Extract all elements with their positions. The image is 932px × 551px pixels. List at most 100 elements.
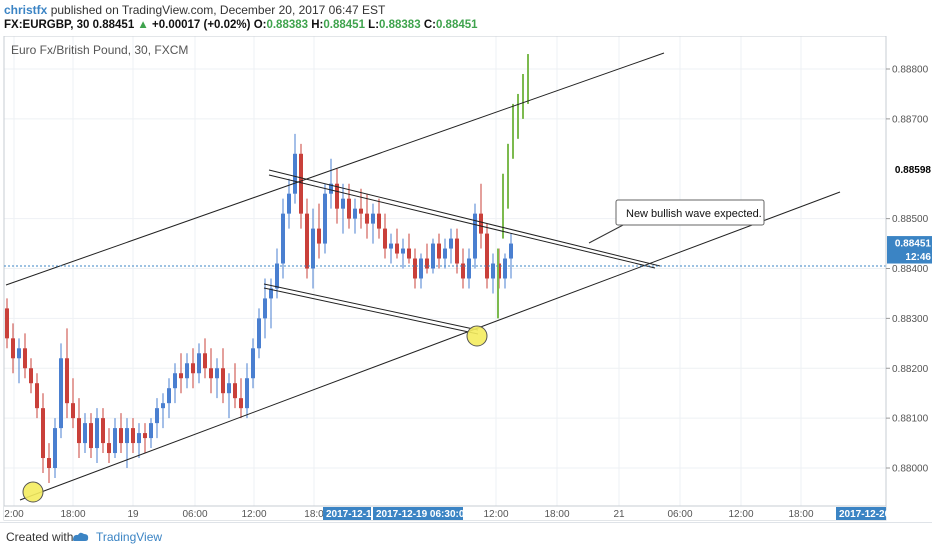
- candle[interactable]: [287, 178, 291, 229]
- candle[interactable]: [401, 238, 405, 269]
- candle[interactable]: [215, 358, 219, 399]
- time-tick-label: 18:00: [60, 509, 85, 520]
- price-axis[interactable]: 0.880000.881000.882000.883000.884000.885…: [885, 36, 932, 520]
- candle[interactable]: [257, 308, 261, 359]
- candle[interactable]: [59, 343, 63, 439]
- candle[interactable]: [131, 418, 135, 454]
- candle[interactable]: [155, 398, 159, 439]
- channel-lower-line[interactable]: [19, 191, 841, 501]
- candle[interactable]: [281, 198, 285, 279]
- candle[interactable]: [485, 223, 489, 289]
- candle[interactable]: [239, 378, 243, 419]
- candle[interactable]: [275, 248, 279, 299]
- candle[interactable]: [167, 378, 171, 419]
- time-axis[interactable]: 2:00 18:00 19 06:00 12:00 18:0 12:00 18:00 21 06:…: [4, 505, 891, 520]
- candle[interactable]: [11, 323, 15, 374]
- candle[interactable]: [419, 253, 423, 289]
- candle[interactable]: [71, 378, 75, 429]
- wedge-lower-line-1[interactable]: [263, 283, 479, 331]
- candle[interactable]: [323, 183, 327, 254]
- candle[interactable]: [17, 338, 21, 384]
- candle[interactable]: [377, 198, 381, 239]
- candle[interactable]: [371, 203, 375, 244]
- highlight-circle-low[interactable]: [22, 481, 44, 503]
- candle[interactable]: [299, 143, 303, 229]
- candle[interactable]: [335, 168, 339, 224]
- candle[interactable]: [425, 243, 429, 274]
- candle[interactable]: [203, 338, 207, 379]
- wedge-upper-line-2[interactable]: [268, 174, 656, 269]
- candle[interactable]: [311, 208, 315, 289]
- candle[interactable]: [185, 353, 189, 389]
- candle[interactable]: [263, 278, 267, 339]
- candle[interactable]: [143, 423, 147, 454]
- candle[interactable]: [431, 238, 435, 274]
- candle[interactable]: [41, 393, 45, 473]
- candle[interactable]: [53, 418, 57, 478]
- candle[interactable]: [413, 248, 417, 289]
- candle[interactable]: [503, 253, 507, 289]
- candle[interactable]: [179, 353, 183, 394]
- candle[interactable]: [491, 253, 495, 294]
- candle[interactable]: [221, 348, 225, 404]
- candle[interactable]: [437, 233, 441, 269]
- candle[interactable]: [461, 248, 465, 289]
- candle[interactable]: [137, 423, 141, 459]
- candle[interactable]: [95, 408, 99, 464]
- candle[interactable]: [509, 233, 513, 279]
- candle[interactable]: [329, 158, 333, 209]
- candle[interactable]: [173, 363, 177, 404]
- candle[interactable]: [449, 228, 453, 264]
- candle[interactable]: [395, 228, 399, 259]
- candle[interactable]: [383, 213, 387, 259]
- candle[interactable]: [455, 228, 459, 274]
- candle[interactable]: [149, 418, 153, 449]
- candle[interactable]: [77, 398, 81, 459]
- candle[interactable]: [443, 238, 447, 269]
- candle[interactable]: [473, 203, 477, 269]
- candle[interactable]: [467, 248, 471, 289]
- price-chart[interactable]: Euro Fx/British Pound, 30, FXCM New bull…: [0, 36, 932, 522]
- candle[interactable]: [23, 333, 27, 379]
- candle[interactable]: [83, 413, 87, 454]
- candle[interactable]: [317, 203, 321, 259]
- candle[interactable]: [479, 183, 483, 249]
- candle[interactable]: [119, 413, 123, 454]
- candle[interactable]: [347, 183, 351, 229]
- author-link[interactable]: christfx: [4, 3, 48, 17]
- candle[interactable]: [197, 343, 201, 384]
- candle[interactable]: [305, 198, 309, 279]
- candle[interactable]: [89, 413, 93, 459]
- candle[interactable]: [359, 188, 363, 229]
- candle[interactable]: [365, 193, 369, 239]
- wedge-upper-line-1[interactable]: [268, 169, 661, 267]
- candle[interactable]: [65, 328, 69, 419]
- candle[interactable]: [5, 298, 9, 349]
- candle[interactable]: [245, 363, 249, 419]
- candle[interactable]: [353, 198, 357, 234]
- candle[interactable]: [233, 363, 237, 409]
- candle[interactable]: [209, 348, 213, 394]
- candle[interactable]: [389, 233, 393, 264]
- candle[interactable]: [227, 373, 231, 419]
- tradingview-brand-link[interactable]: TradingView: [96, 530, 163, 544]
- candle[interactable]: [407, 233, 411, 264]
- candle[interactable]: [341, 183, 345, 234]
- candle[interactable]: [29, 358, 33, 394]
- candle[interactable]: [293, 133, 297, 204]
- callout-box[interactable]: [615, 199, 765, 226]
- candle-body: [377, 213, 381, 229]
- candle[interactable]: [101, 408, 105, 454]
- candle[interactable]: [191, 348, 195, 389]
- time-highlight: 2017-12-19: [323, 507, 378, 520]
- candle[interactable]: [47, 443, 51, 483]
- candle[interactable]: [107, 428, 111, 464]
- candle[interactable]: [251, 338, 255, 389]
- candle[interactable]: [161, 393, 165, 429]
- channel-upper-line[interactable]: [5, 52, 665, 286]
- candle[interactable]: [269, 278, 273, 329]
- candle[interactable]: [35, 373, 39, 419]
- candle[interactable]: [113, 418, 117, 459]
- wedge-lower-line-2[interactable]: [263, 287, 479, 335]
- highlight-circle-wedge[interactable]: [466, 325, 488, 347]
